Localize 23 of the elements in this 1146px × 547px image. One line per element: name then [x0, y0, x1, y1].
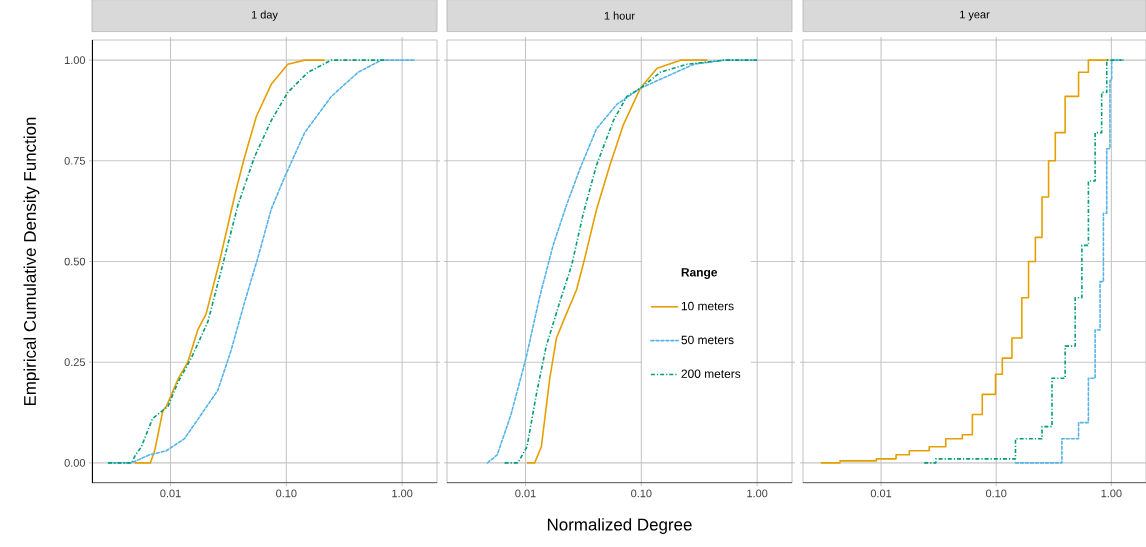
x-tick-label: 0.10 — [985, 489, 1007, 498]
y-tick-label: 1.00 — [64, 56, 86, 65]
chart-title: 1 hour — [604, 11, 635, 20]
y-tick-label: 0.50 — [64, 257, 86, 266]
x-tick-label: 0.01 — [870, 489, 892, 498]
x-axis-title: Normalized Degree — [547, 518, 692, 534]
legend-title: Range — [681, 268, 718, 279]
x-tick-label: 0.10 — [276, 489, 297, 498]
x-tick-label: 1.00 — [1101, 489, 1122, 498]
x-tick-label: 1.00 — [392, 489, 413, 498]
chart-title: 1 year — [960, 10, 990, 21]
x-tick-label: 0.10 — [631, 489, 652, 498]
chart-title: 1 day — [251, 10, 278, 21]
legend-label: 50 meters — [681, 335, 734, 345]
y-tick-label: 0.75 — [64, 156, 86, 165]
x-tick-label: 1.00 — [747, 489, 768, 498]
x-tick-label: 0.01 — [160, 489, 181, 498]
legend-label: 10 meters — [681, 301, 734, 311]
legend-label: 200 meters — [681, 369, 741, 378]
y-axis-title: Empirical Cumulative Density Function — [23, 117, 40, 406]
y-tick-label: 0.00 — [64, 459, 86, 467]
y-tick-label: 0.25 — [64, 358, 86, 367]
x-tick-label: 0.01 — [515, 489, 536, 498]
